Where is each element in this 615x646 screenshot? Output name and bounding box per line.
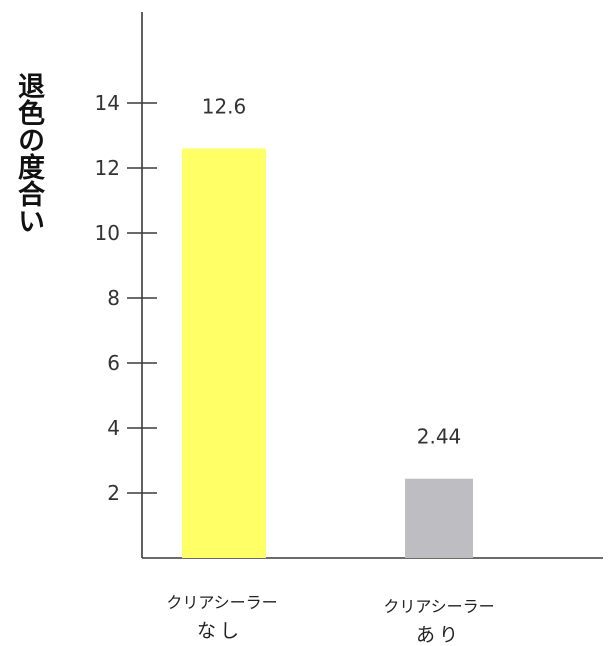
y-tick-label: 14	[95, 91, 120, 115]
bars	[182, 148, 473, 558]
x-tick-label-line1: クリアシーラー	[166, 593, 277, 612]
y-tick-label: 10	[95, 221, 120, 245]
x-tick-label-line1: クリアシーラー	[383, 597, 494, 616]
value-labels: 12.6 2.44	[202, 95, 462, 449]
data-label: 2.44	[417, 425, 462, 449]
y-tick-label: 2	[107, 481, 120, 505]
x-tick-label-line2: あり	[416, 624, 462, 646]
y-tick-label: 6	[107, 351, 120, 375]
y-axis-label: 退色の度合い	[13, 72, 44, 234]
y-axis-ticks: 2 4 6 8 10 12 14	[95, 91, 157, 505]
y-tick-label: 8	[107, 286, 120, 310]
x-tick-label-line2: なし	[197, 620, 243, 642]
y-tick-label: 12	[95, 156, 120, 180]
bar	[182, 148, 266, 558]
bar	[405, 478, 473, 558]
data-label: 12.6	[202, 95, 247, 119]
y-tick-label: 4	[107, 416, 120, 440]
